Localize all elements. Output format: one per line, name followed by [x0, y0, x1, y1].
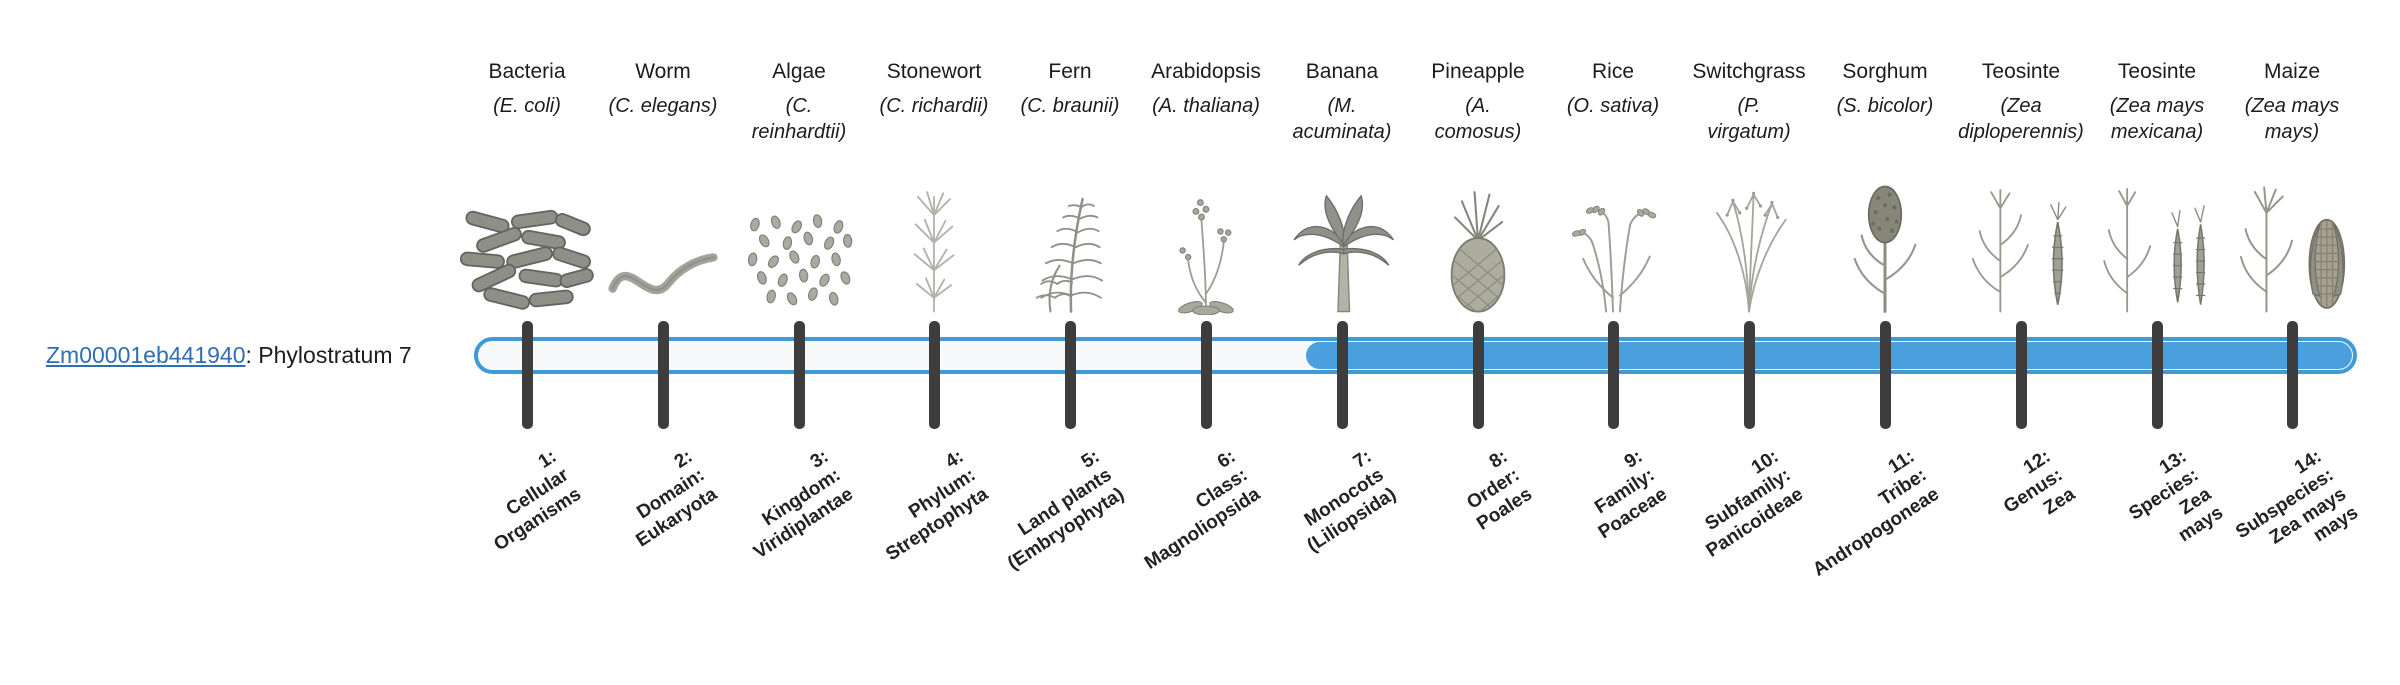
organism-common-name: Maize: [2263, 60, 2321, 83]
organism-common-name: Banana: [1305, 60, 1379, 83]
organism-scientific-name: (P. virgatum): [1707, 95, 1791, 144]
organism-scientific-name: (Zea mays mays): [2244, 95, 2340, 144]
stratum-column: Fern (C. braunii): [975, 60, 1165, 315]
stratum-column: Stonewort (C. richardii): [839, 60, 1029, 315]
phylostrata-bar-fill: [1306, 342, 2352, 369]
worm-icon: [568, 173, 758, 315]
organism-scientific-name: (S. bicolor): [1836, 95, 1934, 117]
stratum-column: Bacteria (E. coli): [432, 60, 622, 315]
stratum-tick-2: [658, 321, 669, 429]
organism-common-name: Teosinte: [1981, 60, 2061, 83]
organism-scientific-name: (C. elegans): [608, 95, 718, 117]
organism-common-name: Worm: [635, 60, 691, 83]
stratum-column: Teosinte (Zea mays mexicana): [2062, 60, 2252, 315]
stratum-tick-1: [522, 321, 533, 429]
algae-icon: [704, 173, 894, 315]
stratum-column: Sorghum (S. bicolor): [1790, 60, 1980, 315]
arabidopsis-icon: [1111, 173, 1301, 315]
organism-common-name: Sorghum: [1842, 60, 1928, 83]
switchgrass-icon: [1654, 173, 1844, 315]
organism-scientific-name: (A. comosus): [1434, 95, 1522, 144]
gene-label: Zm00001eb441940: Phylostratum 7: [46, 342, 412, 369]
organism-scientific-name: (Zea mays mexicana): [2109, 95, 2205, 144]
phylostrata-figure: Zm00001eb441940: Phylostratum 7 Bacteria…: [46, 60, 2387, 581]
organism-common-name: Bacteria: [488, 60, 566, 83]
banana-icon: [1247, 173, 1437, 315]
sorghum-icon: [1790, 173, 1980, 315]
stonewort-icon: [839, 173, 1029, 315]
organism-scientific-name: (C. reinhardtii): [751, 95, 847, 144]
teosinte-diploperennis-icon: [1926, 173, 2116, 315]
fern-icon: [975, 173, 1165, 315]
stratum-column: Pineapple (A. comosus): [1383, 60, 1573, 315]
stratum-tick-11: [1880, 321, 1891, 429]
maize-icon: [2197, 173, 2387, 315]
stratum-column: Banana (M. acuminata): [1247, 60, 1437, 315]
stratum-column: Maize (Zea mays mays): [2197, 60, 2387, 315]
organism-scientific-name: (A. thaliana): [1152, 95, 1260, 117]
stratum-tick-5: [1065, 321, 1076, 429]
organism-scientific-name: (C. braunii): [1020, 95, 1120, 117]
stratum-tick-12: [2016, 321, 2027, 429]
organism-common-name: Teosinte: [2117, 60, 2197, 83]
gene-id-link[interactable]: Zm00001eb441940: [46, 342, 246, 368]
stratum-tick-9: [1608, 321, 1619, 429]
organism-scientific-name: (O. sativa): [1566, 95, 1660, 117]
gene-phylostratum-text: : Phylostratum 7: [245, 342, 412, 368]
organism-common-name: Pineapple: [1431, 60, 1525, 83]
organism-scientific-name: (C. richardii): [879, 95, 989, 117]
organism-scientific-name: (M. acuminata): [1292, 95, 1392, 144]
stratum-tick-7: [1337, 321, 1348, 429]
organism-common-name: Fern: [1048, 60, 1092, 83]
stratum-column: Teosinte (Zea diploperennis): [1926, 60, 2116, 315]
stratum-tick-13: [2152, 321, 2163, 429]
stratum-column: Algae (C. reinhardtii): [704, 60, 894, 315]
teosinte-mexicana-icon: [2062, 173, 2252, 315]
phylostrata-bar: [474, 337, 2357, 374]
stratum-column: Switchgrass (P. virgatum): [1654, 60, 1844, 315]
organism-common-name: Algae: [772, 60, 826, 83]
bacteria-icon: [432, 173, 622, 315]
stratum-tick-4: [929, 321, 940, 429]
organism-scientific-name: (E. coli): [493, 95, 561, 117]
stratum-tick-8: [1473, 321, 1484, 429]
pineapple-icon: [1383, 173, 1573, 315]
stratum-column: Arabidopsis (A. thaliana): [1111, 60, 1301, 315]
organism-common-name: Rice: [1591, 60, 1634, 83]
rice-icon: [1518, 173, 1708, 315]
stratum-tick-6: [1201, 321, 1212, 429]
stratum-tick-3: [794, 321, 805, 429]
organism-common-name: Arabidopsis: [1151, 60, 1261, 83]
organism-scientific-name: (Zea diploperennis): [1958, 95, 2084, 144]
stratum-column: Worm (C. elegans): [568, 60, 758, 315]
organism-common-name: Stonewort: [886, 60, 982, 83]
stratum-tick-14: [2287, 321, 2298, 429]
stratum-column: Rice (O. sativa): [1518, 60, 1708, 315]
organism-common-name: Switchgrass: [1692, 60, 1806, 83]
stratum-tick-10: [1744, 321, 1755, 429]
